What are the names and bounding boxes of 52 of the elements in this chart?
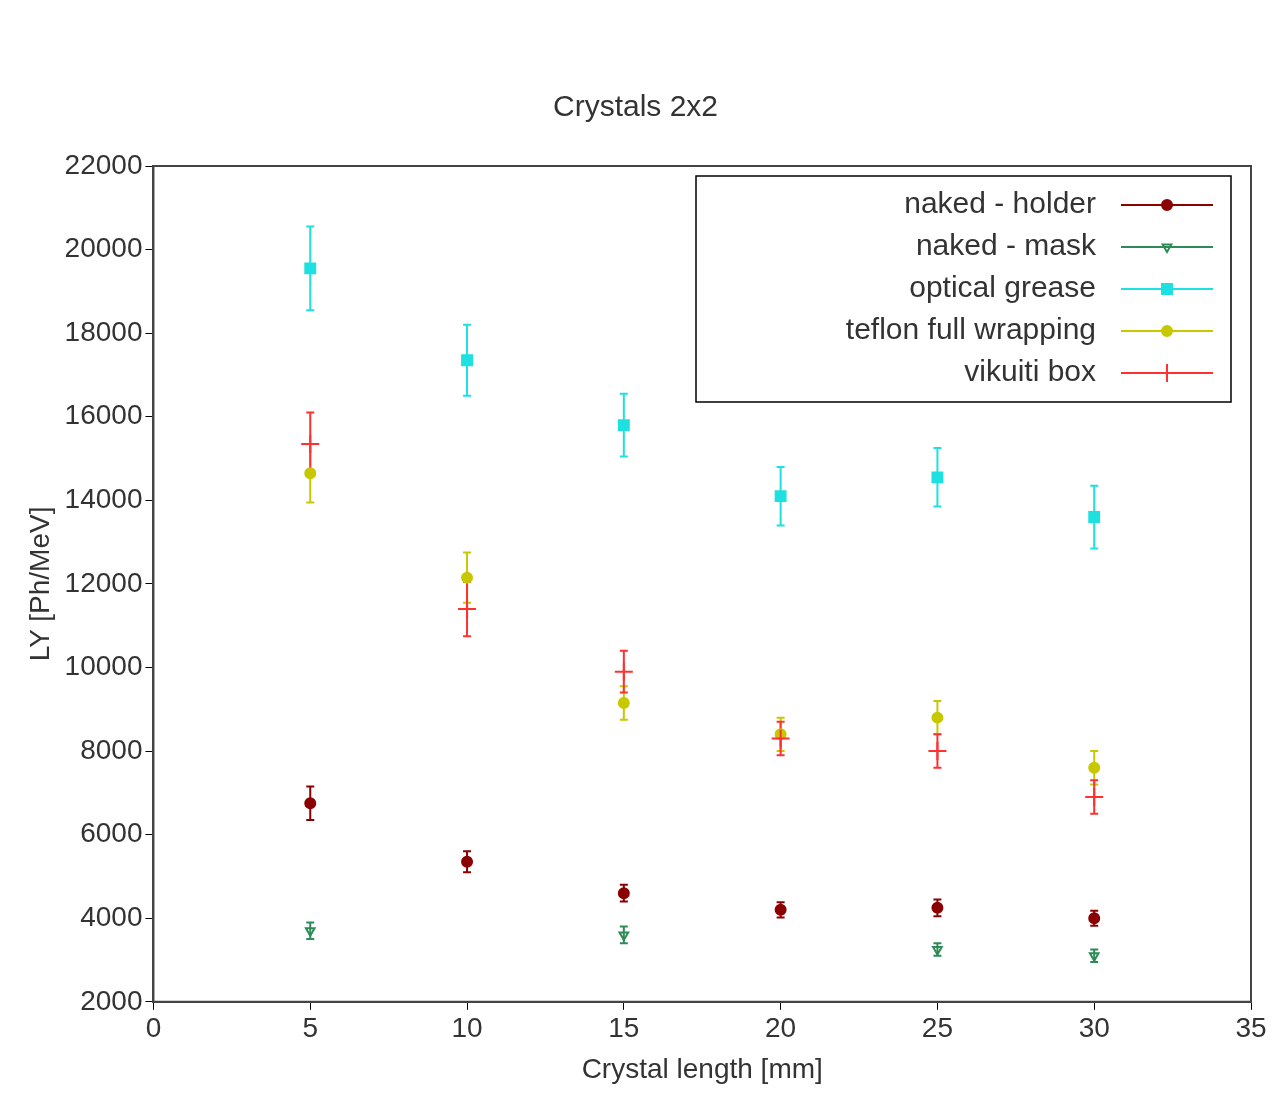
legend-label: vikuiti box	[964, 354, 1096, 388]
point	[461, 855, 474, 868]
legend-label: naked - mask	[915, 228, 1097, 262]
y-tick-label: 14000	[64, 483, 143, 515]
x-tick-label: 20	[765, 1012, 797, 1044]
y-tick-label: 22000	[64, 148, 143, 180]
point	[618, 931, 630, 941]
point	[617, 697, 630, 709]
point	[304, 467, 317, 480]
x-tick-label: 25	[921, 1012, 953, 1044]
point	[613, 661, 634, 682]
point	[617, 887, 630, 900]
point	[1088, 761, 1101, 774]
x-tick-label: 0	[145, 1012, 162, 1044]
point	[1088, 952, 1100, 962]
x-tick-label: 35	[1235, 1012, 1267, 1044]
point	[304, 262, 317, 275]
y-axis-title: LY [Ph/MeV]	[23, 506, 55, 662]
x-tick-label: 5	[302, 1012, 319, 1044]
point	[1088, 511, 1101, 523]
x-tick-label: 15	[608, 1012, 640, 1044]
point	[932, 946, 943, 956]
point	[304, 797, 317, 810]
chart-title: Crystals 2x2	[552, 89, 719, 123]
y-tick-label: 20000	[64, 232, 143, 264]
y-tick-label: 18000	[64, 315, 143, 347]
point	[617, 419, 630, 432]
point	[927, 741, 948, 762]
y-tick-label: 16000	[64, 399, 143, 431]
y-tick-label: 10000	[64, 650, 143, 682]
point	[461, 354, 473, 367]
point	[931, 471, 944, 484]
point	[774, 490, 787, 503]
y-tick-label: 12000	[64, 566, 143, 598]
x-tick-label: 10	[451, 1012, 483, 1044]
y-tick-label: 2000	[80, 984, 143, 1016]
point	[461, 571, 474, 584]
point	[300, 433, 321, 454]
legend-label: naked - holder	[904, 186, 1096, 220]
x-axis-title: Crystal length [mm]	[581, 1052, 823, 1084]
point	[457, 598, 478, 619]
point	[1084, 787, 1105, 808]
y-tick-label: 8000	[80, 733, 143, 765]
point	[931, 901, 944, 914]
x-tick-label: 30	[1078, 1012, 1110, 1044]
legend-label: optical grease	[909, 270, 1096, 304]
point	[770, 728, 791, 749]
y-tick-label: 4000	[80, 900, 143, 932]
y-tick-label: 6000	[80, 817, 143, 849]
point	[304, 927, 316, 937]
point	[931, 711, 944, 724]
legend-label: teflon full wrapping	[845, 312, 1096, 346]
